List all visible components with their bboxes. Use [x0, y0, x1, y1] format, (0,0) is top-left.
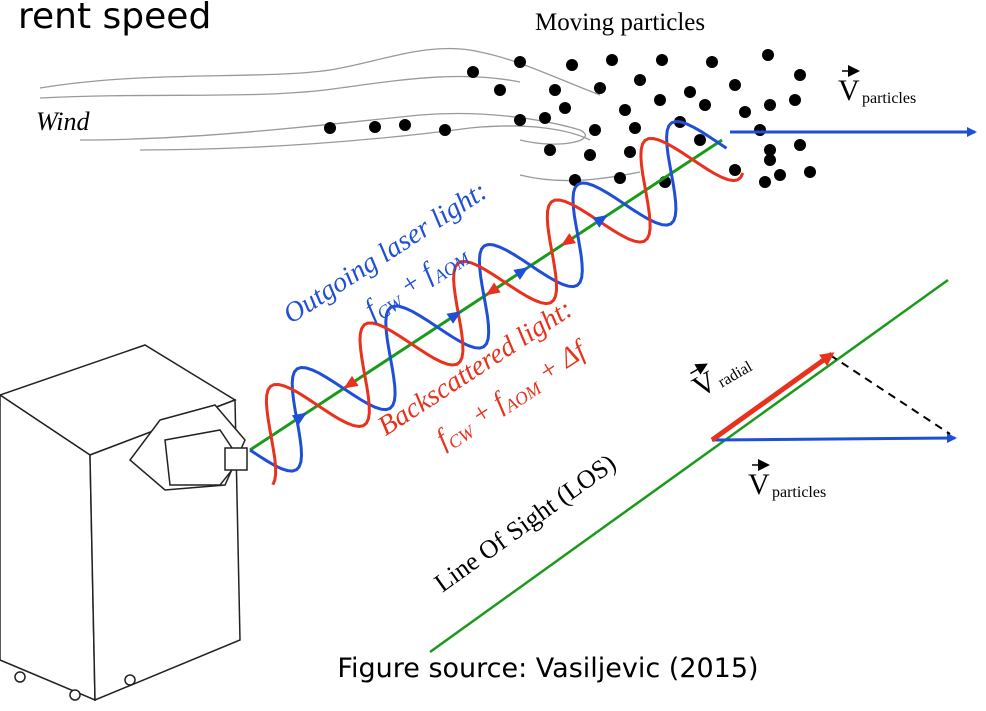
particle [694, 134, 706, 146]
wave-arrow [485, 282, 501, 296]
particle [774, 169, 786, 181]
particle [559, 102, 571, 114]
particle [656, 54, 668, 66]
particle [699, 99, 711, 111]
wave-arrow [560, 233, 576, 246]
particle [399, 119, 411, 131]
particle [514, 56, 526, 68]
particle [729, 164, 741, 176]
particle [594, 82, 606, 94]
wave-arrow [513, 267, 529, 280]
particle [624, 146, 636, 158]
particle [514, 114, 526, 126]
particle [539, 112, 551, 124]
velocity-subscript: radial [715, 358, 756, 391]
particle [467, 66, 479, 78]
radial-velocity-arrow [710, 351, 835, 443]
particle [804, 166, 816, 178]
particle [794, 139, 806, 151]
particle [549, 84, 561, 96]
particle [584, 149, 596, 161]
wave-arrow [446, 311, 462, 324]
particle [764, 99, 776, 111]
particle [589, 124, 601, 136]
particle [764, 154, 776, 166]
wave-arrow [343, 375, 359, 389]
particle [729, 79, 741, 91]
particle [764, 144, 776, 156]
wave [264, 136, 745, 486]
velocity-bottom-label: V particles [748, 459, 826, 501]
caption: Figure source: Vasiljevic (2015) [337, 653, 758, 684]
waves [249, 119, 745, 486]
wind-streaks [39, 47, 641, 182]
particle [789, 94, 801, 106]
lidar [0, 344, 248, 702]
wind-label: Wind [36, 107, 90, 136]
particle [634, 74, 646, 86]
particle [762, 49, 774, 61]
wave-arrow [592, 215, 608, 228]
wave-arrow [291, 412, 307, 426]
velocity-symbol: V [748, 468, 770, 501]
particle [629, 122, 641, 134]
wave [249, 119, 728, 473]
particle [614, 172, 626, 184]
particle [439, 124, 451, 136]
particle [794, 69, 806, 81]
particle [739, 106, 751, 118]
particle [369, 121, 381, 133]
velocity-symbol: V [838, 74, 860, 107]
particle [754, 124, 766, 136]
particle-velocity-arrow [711, 433, 957, 444]
particles [324, 49, 816, 188]
particle [324, 122, 336, 134]
los-line [429, 278, 949, 654]
particle [619, 104, 631, 116]
velocity-subscript: particles [772, 484, 826, 501]
particle [706, 56, 718, 68]
particle [494, 84, 506, 96]
los-label: Line Of Sight (LOS) [429, 448, 621, 598]
particle [606, 54, 618, 66]
particle [544, 144, 556, 156]
particle [759, 176, 771, 188]
particle [684, 86, 696, 98]
velocity-symbol: V [687, 364, 723, 404]
particle [566, 59, 578, 71]
projection-line [829, 354, 951, 435]
vector-arrow [690, 363, 708, 375]
particles-label: Moving particles [535, 9, 705, 36]
header-title: rent speed [18, 0, 211, 37]
velocity-radial-label: V radial [687, 358, 756, 404]
particle [654, 94, 666, 106]
velocity-top-label: V particles [838, 65, 916, 107]
velocity-subscript: particles [862, 90, 916, 107]
